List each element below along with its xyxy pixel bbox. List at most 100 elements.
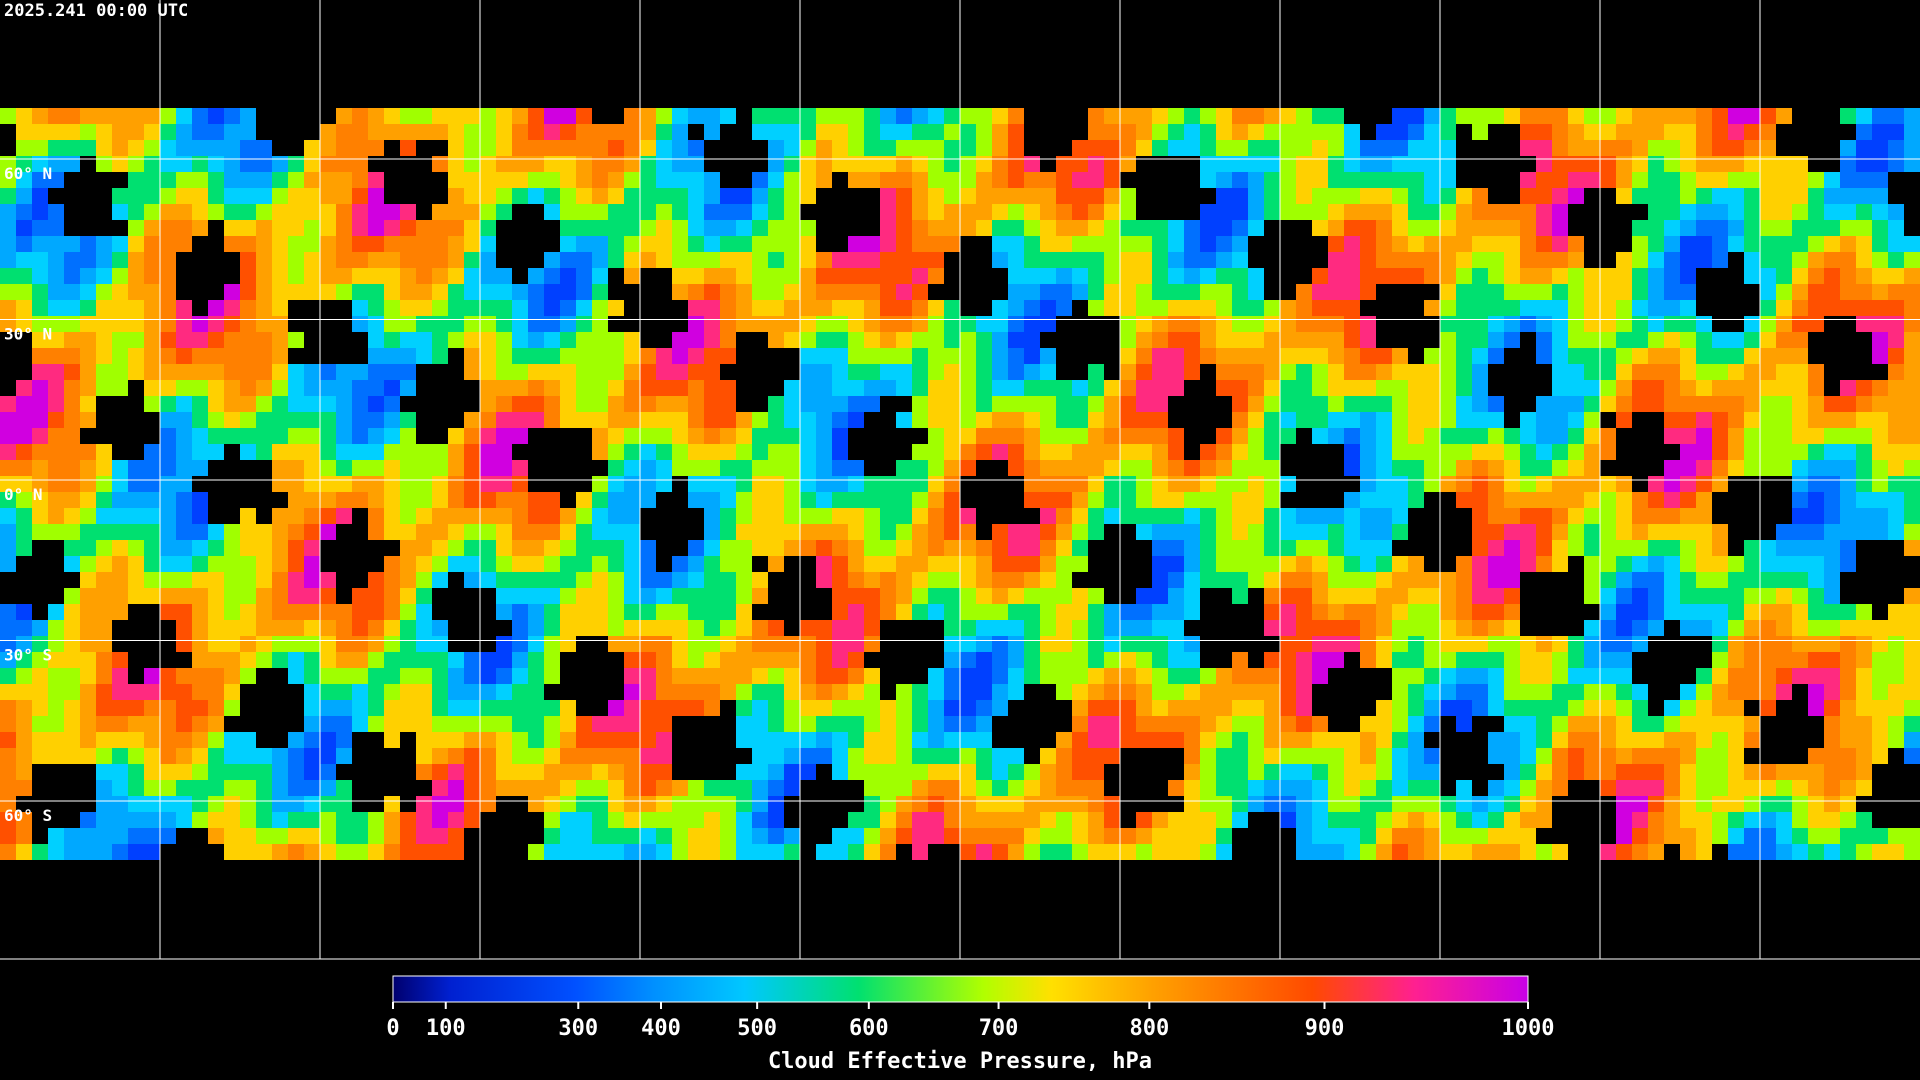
cloud-cell bbox=[1200, 252, 1216, 268]
cloud-cell bbox=[1568, 732, 1584, 748]
cloud-cell bbox=[1376, 812, 1392, 828]
cloud-cell bbox=[1312, 300, 1328, 316]
cloud-cell bbox=[512, 636, 528, 652]
cloud-cell bbox=[1536, 188, 1552, 204]
cloud-cell bbox=[288, 828, 304, 844]
cloud-cell bbox=[208, 300, 224, 316]
cloud-cell bbox=[1408, 588, 1424, 604]
cloud-cell bbox=[416, 620, 432, 636]
cloud-cell bbox=[528, 572, 544, 588]
cloud-cell bbox=[496, 780, 512, 796]
cloud-cell bbox=[800, 668, 816, 684]
cloud-cell bbox=[1136, 268, 1152, 284]
cloud-cell bbox=[768, 124, 784, 140]
cloud-cell bbox=[1584, 572, 1600, 588]
cloud-cell bbox=[528, 652, 544, 668]
cloud-cell bbox=[1440, 236, 1456, 252]
cloud-cell bbox=[1824, 732, 1840, 748]
cloud-cell bbox=[1232, 124, 1248, 140]
cloud-cell bbox=[1856, 684, 1872, 700]
cloud-cell bbox=[576, 828, 592, 844]
cloud-cell bbox=[1392, 508, 1408, 524]
cloud-cell bbox=[1088, 460, 1104, 476]
cloud-cell bbox=[64, 620, 80, 636]
cloud-cell bbox=[1376, 204, 1392, 220]
cloud-cell bbox=[720, 508, 736, 524]
cloud-cell bbox=[1792, 172, 1808, 188]
cloud-cell bbox=[1424, 252, 1440, 268]
cloud-cell bbox=[480, 412, 496, 428]
cloud-cell bbox=[992, 764, 1008, 780]
cloud-cell bbox=[656, 412, 672, 428]
cloud-cell bbox=[1264, 204, 1280, 220]
cloud-cell bbox=[1776, 524, 1792, 540]
cloud-cell bbox=[256, 428, 272, 444]
cloud-cell bbox=[80, 268, 96, 284]
cloud-cell bbox=[240, 300, 256, 316]
cloud-cell bbox=[432, 812, 448, 828]
cloud-cell bbox=[128, 748, 144, 764]
cloud-cell bbox=[1440, 684, 1456, 700]
cloud-cell bbox=[1072, 556, 1088, 572]
cloud-cell bbox=[1200, 748, 1216, 764]
cloud-cell bbox=[1744, 364, 1760, 380]
cloud-cell bbox=[32, 124, 48, 140]
cloud-cell bbox=[144, 444, 160, 460]
cloud-cell bbox=[192, 604, 208, 620]
cloud-cell bbox=[208, 188, 224, 204]
cloud-cell bbox=[416, 604, 432, 620]
cloud-cell bbox=[608, 828, 624, 844]
cloud-cell bbox=[848, 844, 864, 860]
cloud-cell bbox=[1072, 764, 1088, 780]
cloud-cell bbox=[944, 636, 960, 652]
cloud-cell bbox=[304, 556, 320, 572]
cloud-cell bbox=[16, 844, 32, 860]
cloud-cell bbox=[1344, 220, 1360, 236]
cloud-cell bbox=[1536, 780, 1552, 796]
cloud-cell bbox=[1184, 348, 1200, 364]
cloud-cell bbox=[976, 412, 992, 428]
cloud-cell bbox=[912, 524, 928, 540]
cloud-cell bbox=[1664, 204, 1680, 220]
cloud-cell bbox=[1280, 508, 1296, 524]
cloud-cell bbox=[128, 716, 144, 732]
cloud-cell bbox=[640, 380, 656, 396]
cloud-cell bbox=[288, 444, 304, 460]
cloud-cell bbox=[1280, 748, 1296, 764]
cloud-cell bbox=[1360, 636, 1376, 652]
cloud-cell bbox=[144, 284, 160, 300]
cloud-cell bbox=[1536, 492, 1552, 508]
cloud-cell bbox=[1392, 124, 1408, 140]
cloud-cell bbox=[1440, 636, 1456, 652]
cloud-cell bbox=[1440, 140, 1456, 156]
cloud-cell bbox=[1888, 428, 1904, 444]
cloud-cell bbox=[1328, 156, 1344, 172]
cloud-cell bbox=[96, 108, 112, 124]
cloud-cell bbox=[800, 252, 816, 268]
cloud-cell bbox=[848, 236, 864, 252]
cloud-cell bbox=[160, 684, 176, 700]
cloud-cell bbox=[384, 812, 400, 828]
cloud-cell bbox=[272, 524, 288, 540]
cloud-cell bbox=[1552, 684, 1568, 700]
cloud-cell bbox=[1584, 748, 1600, 764]
cloud-cell bbox=[1312, 508, 1328, 524]
cloud-cell bbox=[496, 524, 512, 540]
cloud-cell bbox=[736, 588, 752, 604]
cloud-cell bbox=[816, 140, 832, 156]
cloud-cell bbox=[768, 748, 784, 764]
cloud-cell bbox=[1248, 796, 1264, 812]
cloud-cell bbox=[272, 172, 288, 188]
cloud-cell bbox=[320, 684, 336, 700]
cloud-cell bbox=[272, 508, 288, 524]
cloud-cell bbox=[224, 300, 240, 316]
cloud-cell bbox=[576, 380, 592, 396]
cloud-cell bbox=[32, 220, 48, 236]
cloud-cell bbox=[1616, 572, 1632, 588]
cloud-cell bbox=[192, 332, 208, 348]
cloud-cell bbox=[1824, 508, 1840, 524]
cloud-cell bbox=[1840, 460, 1856, 476]
cloud-cell bbox=[1248, 380, 1264, 396]
cloud-cell bbox=[1200, 716, 1216, 732]
cloud-cell bbox=[1744, 188, 1760, 204]
